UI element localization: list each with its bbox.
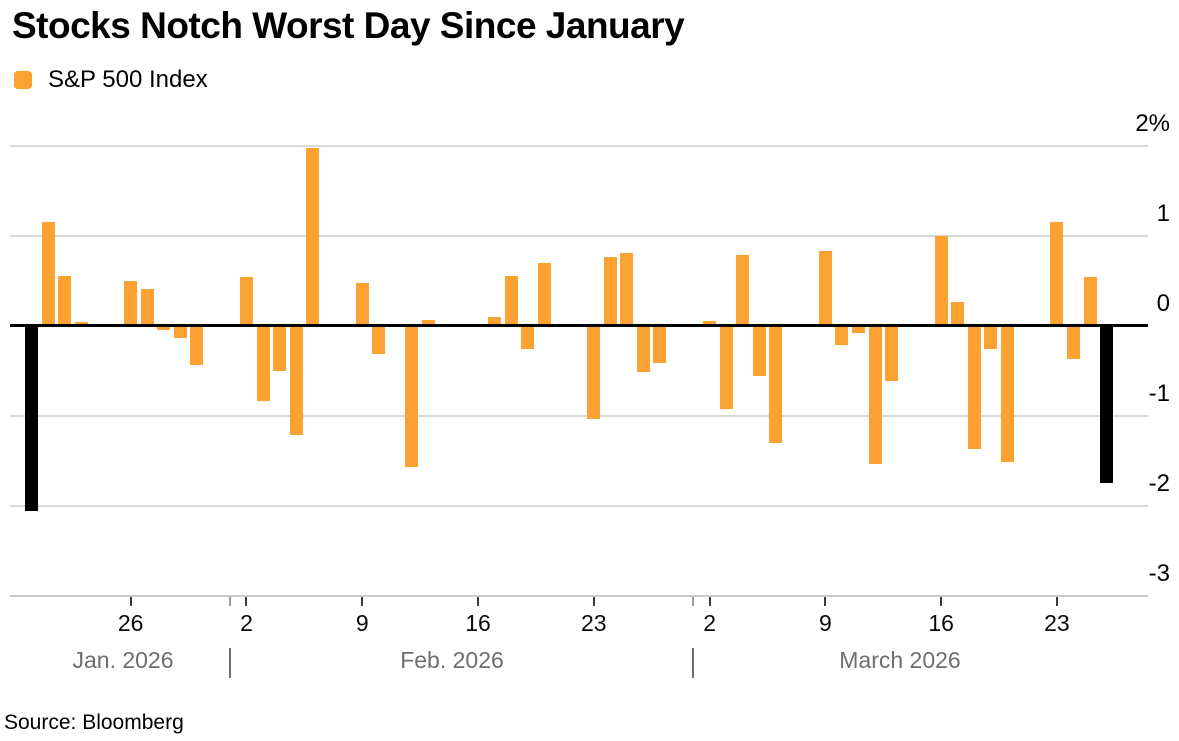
x-tick-label: 2 bbox=[703, 610, 716, 636]
month-boundary-tick bbox=[692, 597, 695, 606]
bar bbox=[951, 302, 965, 326]
bar bbox=[587, 325, 601, 420]
chart-title: Stocks Notch Worst Day Since January bbox=[12, 5, 685, 46]
bar bbox=[620, 252, 634, 326]
month-label: March 2026 bbox=[839, 647, 961, 673]
bar bbox=[769, 325, 783, 444]
bar bbox=[355, 283, 369, 326]
bar bbox=[967, 325, 981, 449]
y-axis-label: -2 bbox=[1148, 469, 1170, 497]
y-axis-label: -3 bbox=[1148, 559, 1170, 587]
x-axis-tick bbox=[824, 597, 827, 606]
bar bbox=[74, 321, 88, 326]
bar bbox=[173, 325, 187, 339]
bar bbox=[140, 288, 154, 326]
x-axis-tick bbox=[708, 597, 711, 606]
bar bbox=[1050, 222, 1064, 326]
bar bbox=[851, 325, 865, 333]
bar bbox=[306, 148, 320, 326]
bar bbox=[1066, 325, 1080, 359]
bar bbox=[868, 325, 882, 465]
gridline bbox=[10, 144, 1148, 147]
bar bbox=[752, 325, 766, 376]
bar bbox=[703, 321, 717, 326]
bar bbox=[719, 325, 733, 410]
month-separator bbox=[228, 648, 231, 678]
source-label: Source: Bloomberg bbox=[4, 711, 184, 734]
legend-swatch-icon bbox=[14, 71, 32, 89]
bar bbox=[653, 325, 667, 364]
bar bbox=[818, 250, 832, 326]
x-tick-label: 9 bbox=[355, 610, 369, 636]
bar bbox=[405, 325, 419, 467]
bar bbox=[372, 325, 386, 355]
x-tick-label: 16 bbox=[465, 610, 491, 636]
x-tick-label: 2 bbox=[240, 610, 253, 636]
gridline bbox=[10, 504, 1148, 507]
legend-label: S&P 500 Index bbox=[48, 66, 208, 93]
zero-line bbox=[10, 324, 1148, 327]
bar bbox=[636, 325, 650, 373]
bar-highlighted bbox=[1100, 325, 1114, 483]
bar bbox=[239, 276, 253, 326]
bar bbox=[736, 255, 750, 326]
x-tick-label: 9 bbox=[818, 610, 832, 636]
bar bbox=[190, 325, 204, 366]
x-axis-tick bbox=[477, 597, 480, 606]
x-axis-tick bbox=[129, 597, 132, 606]
bar bbox=[537, 263, 551, 326]
bar bbox=[934, 235, 948, 326]
y-axis-label: 2% bbox=[1135, 109, 1170, 137]
x-axis-tick bbox=[1055, 597, 1058, 606]
y-axis-label: -1 bbox=[1148, 379, 1170, 407]
x-axis-line bbox=[10, 594, 1148, 597]
gridline bbox=[10, 234, 1148, 237]
gridline bbox=[10, 414, 1148, 417]
bar bbox=[984, 325, 998, 349]
bar bbox=[58, 276, 72, 326]
legend: S&P 500 Index bbox=[14, 67, 208, 93]
bar-highlighted bbox=[24, 325, 38, 511]
bar bbox=[1083, 276, 1097, 326]
month-label: Jan. 2026 bbox=[72, 647, 174, 673]
bar bbox=[488, 316, 502, 326]
bar bbox=[41, 222, 55, 326]
month-boundary-tick bbox=[228, 597, 231, 606]
x-axis-tick bbox=[592, 597, 595, 606]
y-axis-label: 1 bbox=[1156, 199, 1170, 227]
bar bbox=[835, 325, 849, 346]
bar bbox=[421, 320, 435, 326]
bar bbox=[273, 325, 287, 371]
bar bbox=[157, 325, 171, 330]
bar bbox=[504, 276, 518, 326]
bar bbox=[521, 325, 535, 349]
x-tick-label: 23 bbox=[1044, 610, 1070, 636]
x-tick-label: 23 bbox=[581, 610, 607, 636]
x-tick-label: 16 bbox=[928, 610, 954, 636]
month-label: Feb. 2026 bbox=[400, 647, 504, 673]
month-separator bbox=[692, 648, 695, 678]
bar bbox=[1000, 325, 1014, 463]
x-axis-tick bbox=[245, 597, 248, 606]
bar bbox=[124, 280, 138, 326]
bar bbox=[885, 325, 899, 382]
x-axis-tick bbox=[361, 597, 364, 606]
bar bbox=[289, 325, 303, 436]
y-axis-label: 0 bbox=[1156, 289, 1170, 317]
x-axis-tick bbox=[940, 597, 943, 606]
x-tick-label: 26 bbox=[117, 610, 144, 636]
bar bbox=[256, 325, 270, 402]
bar bbox=[603, 257, 617, 326]
